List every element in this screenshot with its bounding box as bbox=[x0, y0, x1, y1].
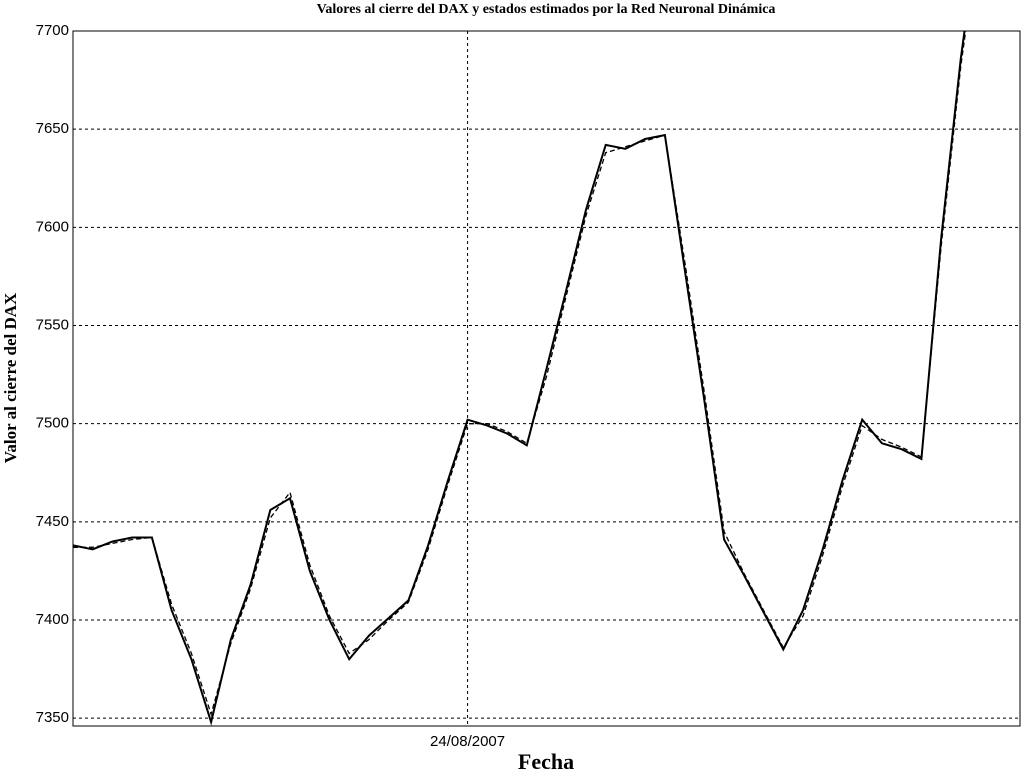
y-tick-label: 7700 bbox=[36, 22, 69, 39]
y-tick-label: 7450 bbox=[36, 513, 69, 530]
chart-title: Valores al cierre del DAX y estados esti… bbox=[317, 2, 776, 17]
x-axis-label: Fecha bbox=[518, 749, 574, 774]
x-tick-label: 24/08/2007 bbox=[430, 733, 505, 750]
y-tick-label: 7400 bbox=[36, 611, 69, 628]
y-tick-label: 7650 bbox=[36, 120, 69, 137]
series-line bbox=[73, 31, 967, 717]
y-tick-label: 7350 bbox=[36, 709, 69, 726]
y-axis-label: Valor al cierre del DAX bbox=[1, 292, 20, 463]
y-tick-label: 7500 bbox=[36, 415, 69, 432]
y-tick-label: 7550 bbox=[36, 316, 69, 333]
y-tick-label: 7600 bbox=[36, 218, 69, 235]
